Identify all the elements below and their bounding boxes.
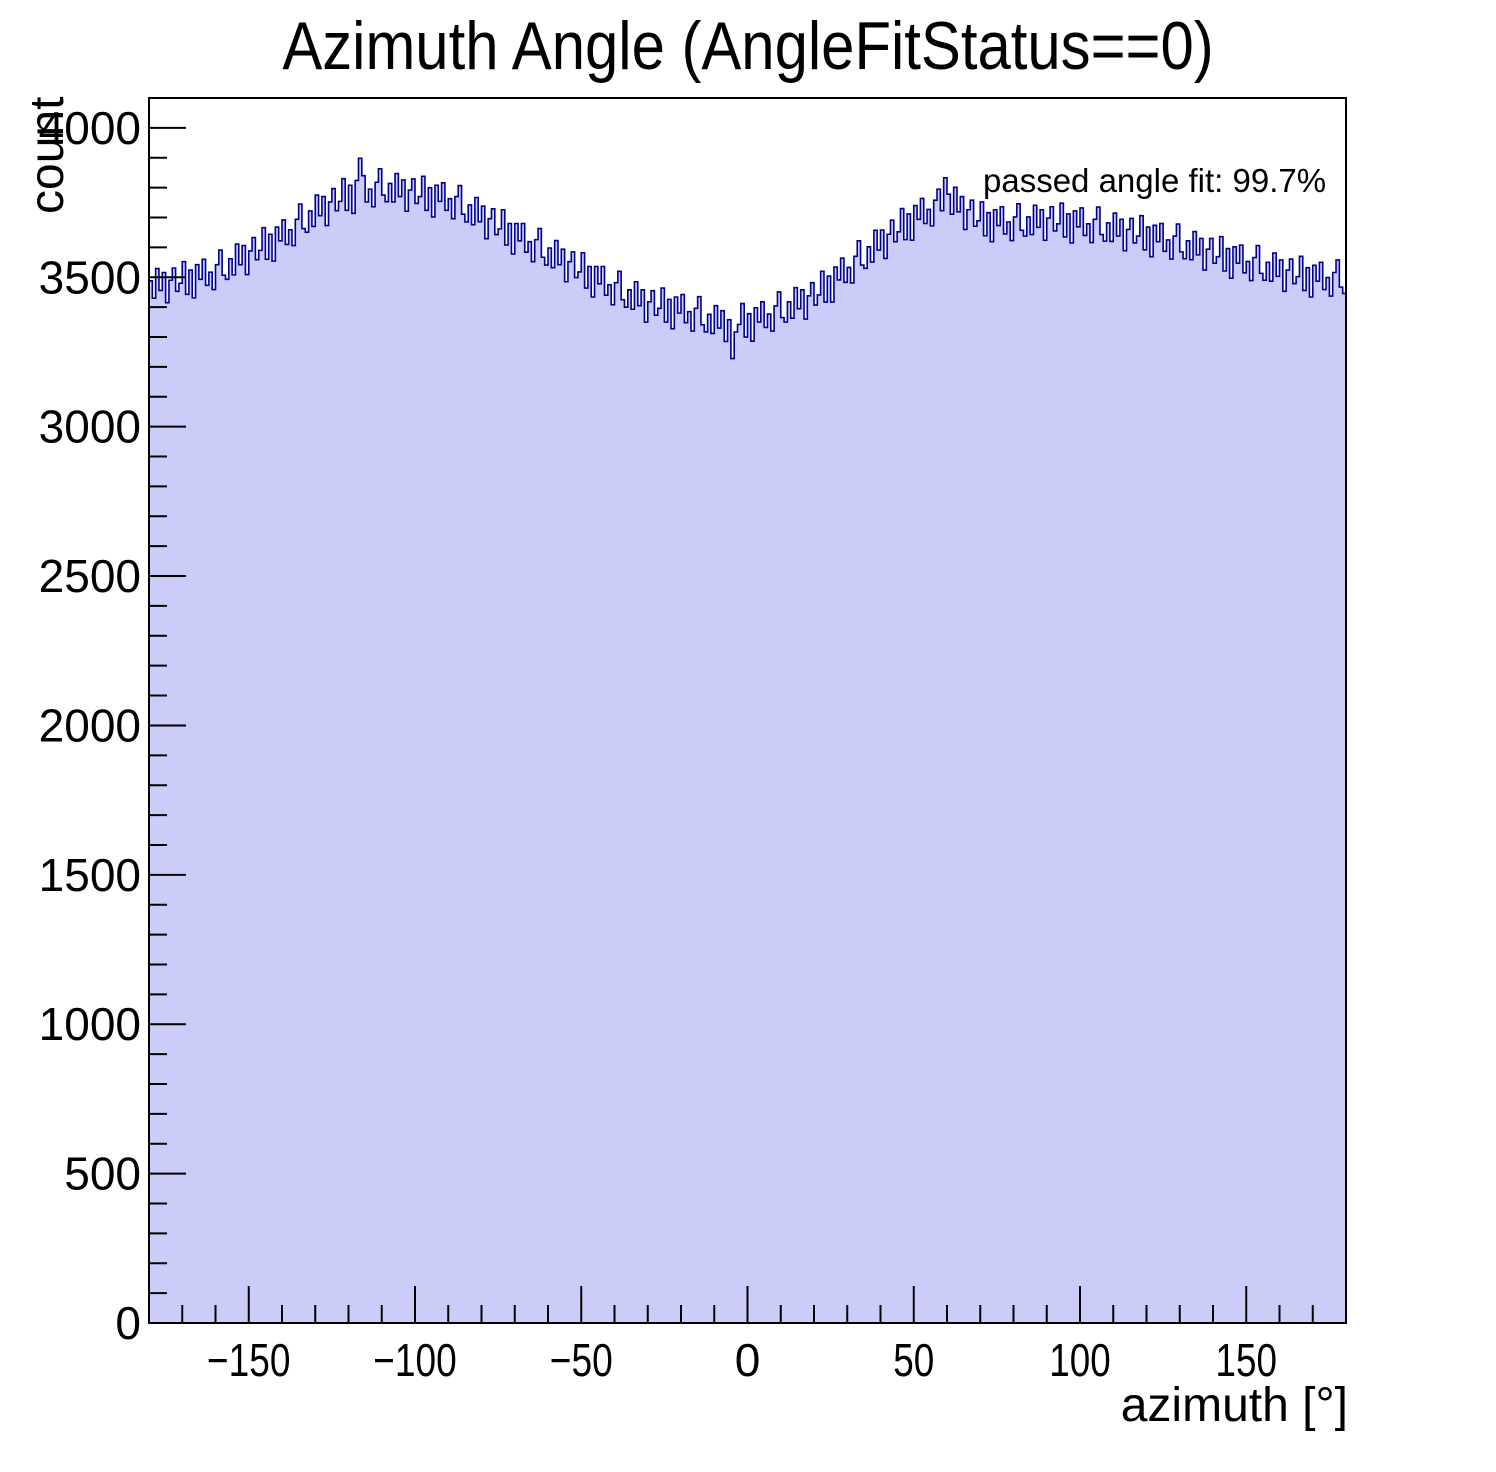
- x-tick-label: −150: [207, 1334, 290, 1386]
- chart-title: Azimuth Angle (AngleFitStatus==0): [282, 8, 1214, 84]
- y-tick-label: 3500: [39, 251, 141, 303]
- stats-annotation: passed angle fit: 99.7%: [983, 162, 1327, 199]
- y-tick-label: 1000: [39, 998, 141, 1050]
- x-axis-title: azimuth [°]: [1120, 1379, 1348, 1432]
- x-tick-label: 0: [735, 1334, 761, 1386]
- x-tick-label: 50: [893, 1334, 934, 1386]
- histogram-fill: [149, 158, 1346, 1324]
- histogram-outline: [149, 157, 1346, 360]
- y-tick-label: 2500: [39, 550, 141, 602]
- y-tick-label: 500: [64, 1148, 141, 1200]
- plot-frame: [148, 97, 1347, 1324]
- x-tick-label: −50: [550, 1334, 613, 1386]
- x-tick-label: 100: [1049, 1334, 1110, 1386]
- y-tick-label: 4000: [39, 102, 141, 154]
- y-tick-label: 2000: [39, 699, 141, 751]
- x-tick-label: −100: [373, 1334, 456, 1386]
- y-tick-label: 1500: [39, 849, 141, 901]
- y-tick-label: 0: [115, 1297, 141, 1349]
- x-tick-label: 150: [1216, 1334, 1277, 1386]
- y-tick-label: 3000: [39, 401, 141, 453]
